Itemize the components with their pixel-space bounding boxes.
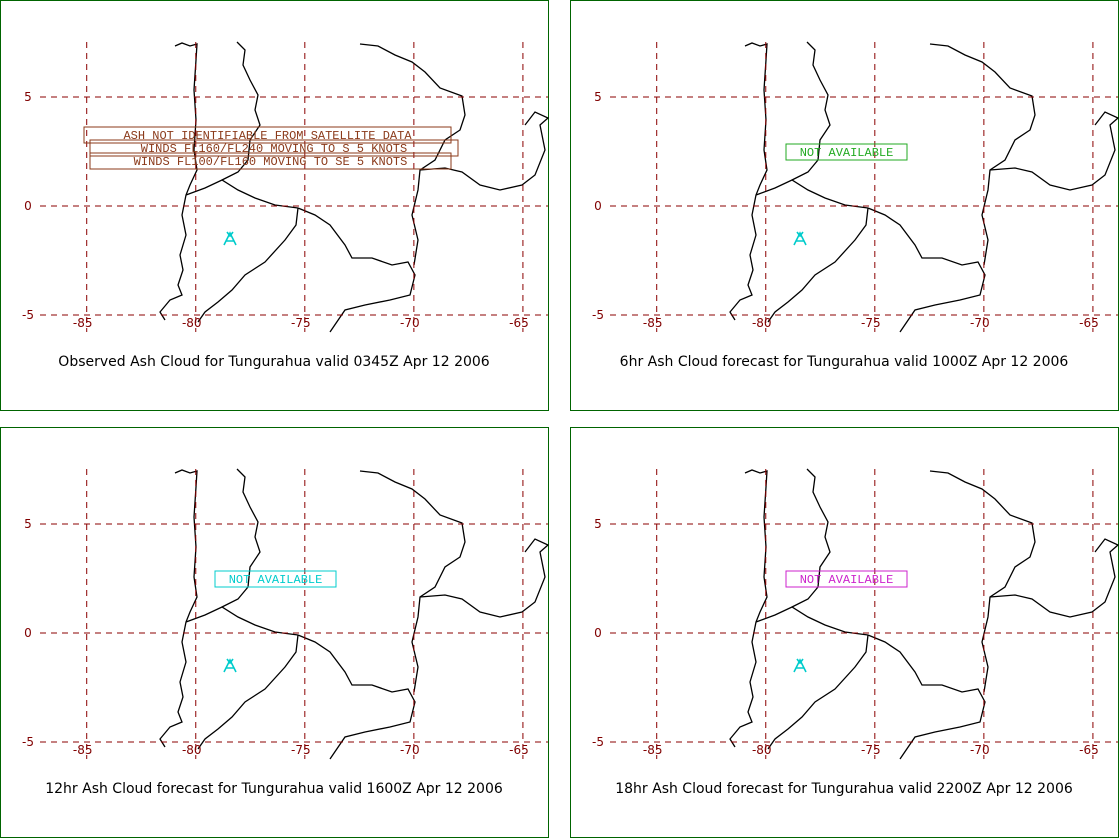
volcano-icon (793, 658, 807, 673)
annotation-text: WINDS FL160/FL240 MOVING TO S 5 KNOTS (141, 142, 407, 156)
lon-tick-label: -75 (861, 316, 881, 330)
lat-tick-label: 5 (24, 90, 32, 104)
lon-tick-label: -70 (400, 316, 420, 330)
lon-tick-label: -70 (970, 316, 990, 330)
annotation-box (89, 152, 452, 170)
lon-tick-label: -80 (182, 316, 202, 330)
lon-tick-label: -75 (861, 743, 881, 757)
lat-tick-label: -5 (592, 735, 604, 749)
annotation-text: NOT AVAILABLE (800, 146, 894, 160)
lon-tick-label: -80 (752, 316, 772, 330)
lon-tick-label: -65 (1079, 743, 1099, 757)
lon-tick-label: -65 (1079, 316, 1099, 330)
lat-tick-label: 0 (594, 626, 602, 640)
lon-tick-label: -85 (643, 316, 663, 330)
lon-tick-label: -80 (182, 743, 202, 757)
lat-tick-label: 0 (24, 199, 32, 213)
annotation-text: NOT AVAILABLE (800, 573, 894, 587)
map-panel: -85 -80 -75 -70 -65 5 0 -5 NOT AVAILABLE 6hr Ash … (570, 0, 1119, 411)
annotation-text: NOT AVAILABLE (229, 573, 323, 587)
caption: 12hr Ash Cloud forecast for Tungurahua v… (45, 781, 503, 797)
caption: 18hr Ash Cloud forecast for Tungurahua v… (615, 781, 1073, 797)
map-panel: -85 -80 -75 -70 -65 5 0 -5 ASH NOT IDENTIFIABLE … (0, 0, 549, 411)
lon-tick-label: -75 (291, 316, 311, 330)
lon-tick-label: -85 (73, 743, 93, 757)
lat-tick-label: 5 (594, 517, 602, 531)
caption: 6hr Ash Cloud forecast for Tungurahua va… (620, 354, 1069, 370)
lon-tick-label: -85 (73, 316, 93, 330)
volcano-icon (223, 658, 237, 673)
annotation-box (785, 570, 908, 588)
lat-tick-label: 0 (24, 626, 32, 640)
annotation-box (785, 143, 908, 161)
lat-tick-label: -5 (22, 308, 34, 322)
lon-tick-label: -80 (752, 743, 772, 757)
caption: Observed Ash Cloud for Tungurahua valid … (58, 354, 489, 370)
annotation-text: ASH NOT IDENTIFIABLE FROM SATELLITE DATA (123, 129, 412, 143)
lat-tick-label: -5 (22, 735, 34, 749)
lon-tick-label: -65 (509, 743, 529, 757)
lat-tick-label: 5 (594, 90, 602, 104)
lon-tick-label: -70 (970, 743, 990, 757)
annotation-box (83, 126, 452, 144)
lon-tick-label: -85 (643, 743, 663, 757)
annotation-text: WINDS FL100/FL160 MOVING TO SE 5 KNOTS (134, 155, 408, 169)
annotation-box (214, 570, 337, 588)
lon-tick-label: -70 (400, 743, 420, 757)
lat-tick-label: -5 (592, 308, 604, 322)
map-panel: -85 -80 -75 -70 -65 5 0 -5 NOT AVAILABLE 12hr Ash… (0, 427, 549, 838)
volcano-icon (793, 231, 807, 246)
lon-tick-label: -65 (509, 316, 529, 330)
map-panel: -85 -80 -75 -70 -65 5 0 -5 NOT AVAILABLE 18hr Ash… (570, 427, 1119, 838)
annotation-box (89, 139, 459, 157)
lat-tick-label: 5 (24, 517, 32, 531)
lat-tick-label: 0 (594, 199, 602, 213)
volcano-icon (223, 231, 237, 246)
lon-tick-label: -75 (291, 743, 311, 757)
